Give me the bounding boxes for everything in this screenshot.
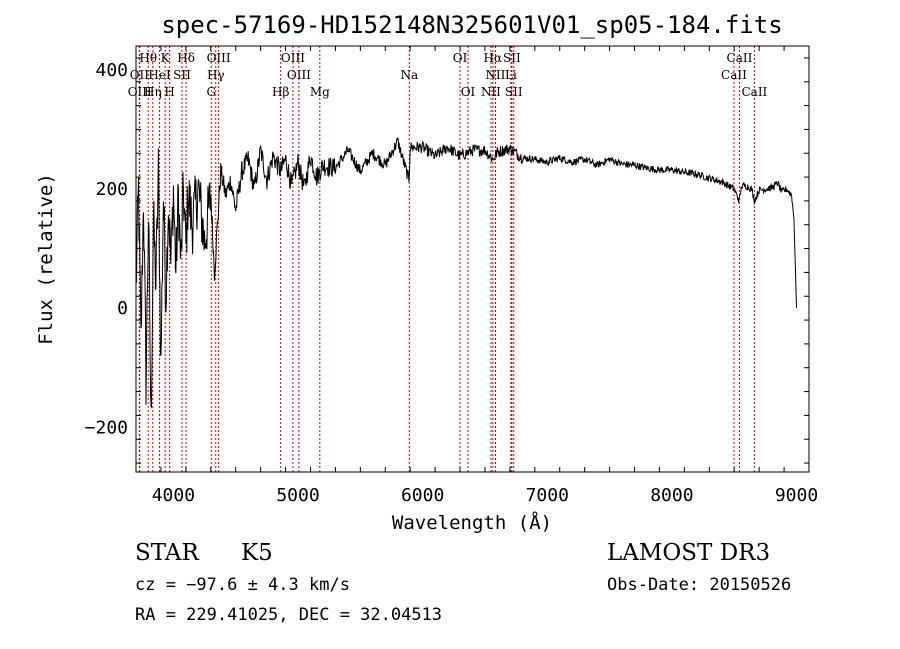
x-axis: 4000 5000 6000 7000 8000 9000 (135, 46, 818, 506)
plot-frame (135, 45, 810, 473)
spectral-line-label: SII (505, 85, 523, 99)
spectral-line-label: Na (400, 68, 418, 82)
spectral-line-label: SII (503, 51, 521, 65)
spectral-line-label: CaII (741, 85, 767, 99)
spectral-line-label: OI (453, 51, 468, 65)
y-tick-label: 0 (117, 298, 128, 319)
spectral-line-label: OIII (281, 51, 305, 65)
spectral-lines (138, 46, 755, 472)
chart-title: spec-57169-HD152148N325601V01_sp05-184.f… (161, 11, 782, 39)
y-tick-label: 200 (95, 179, 128, 200)
obs-date: Obs-Date: 20150526 (607, 575, 791, 595)
plot-area (135, 45, 810, 473)
y-axis-label: Flux (relative) (35, 173, 57, 345)
spectral-line-label: OII (130, 68, 150, 82)
spectral-line-labels: Hθ OII OIII K HeI Hη Hδ SII H OIII Hγ G Hβ OIII OIII Mg… (128, 51, 768, 99)
x-axis-label: Wavelength (Å) (392, 511, 552, 534)
spectral-line-label: Hδ (177, 51, 195, 65)
x-tick-label: 6000 (401, 485, 444, 506)
spectral-line-label: OIII (128, 85, 152, 99)
survey-name: LAMOST DR3 (607, 540, 770, 566)
x-tick-label: 4000 (152, 485, 195, 506)
y-tick-label: 400 (95, 60, 128, 81)
spectral-line-label: OIII (207, 51, 231, 65)
redshift-text: cz = −97.6 ± 4.3 km/s (135, 575, 350, 595)
spectral-line-label: Hα (484, 51, 503, 65)
coordinates-text: RA = 229.41025, DEC = 32.04513 (135, 605, 442, 625)
subclass: K5 (241, 540, 273, 566)
spectral-line-label: Hθ (139, 51, 157, 65)
spectral-line-label: OI (461, 85, 476, 99)
spectral-line-label: Hγ (207, 68, 225, 82)
x-tick-label: 5000 (276, 485, 319, 506)
x-tick-label: 8000 (650, 485, 693, 506)
spectral-line-label: K (161, 51, 171, 65)
spectral-line-label: Hη (144, 85, 162, 99)
x-tick-label: 7000 (526, 485, 569, 506)
spectral-line-label: H (164, 85, 174, 99)
spectral-line-label: Mg (310, 85, 330, 99)
spectral-line-label: OIII (287, 68, 311, 82)
y-axis: −200 0 200 400 (85, 57, 809, 464)
spectral-line-label: NII (485, 68, 505, 82)
spectral-line-label: SII (173, 68, 191, 82)
spectral-line-label: G (206, 85, 216, 99)
spectral-line-label: NII (481, 85, 501, 99)
x-tick-label: 9000 (775, 485, 818, 506)
object-class: STAR (135, 540, 199, 566)
spectral-line-label: Hβ (272, 85, 289, 99)
y-tick-label: −200 (85, 417, 128, 438)
spectral-line-label: CaII (727, 51, 753, 65)
spectral-line-label: CaII (721, 68, 747, 82)
spectral-line-label: HeI (148, 68, 171, 82)
flux-series-line (135, 136, 797, 409)
spectral-line-label: Li (505, 68, 517, 82)
